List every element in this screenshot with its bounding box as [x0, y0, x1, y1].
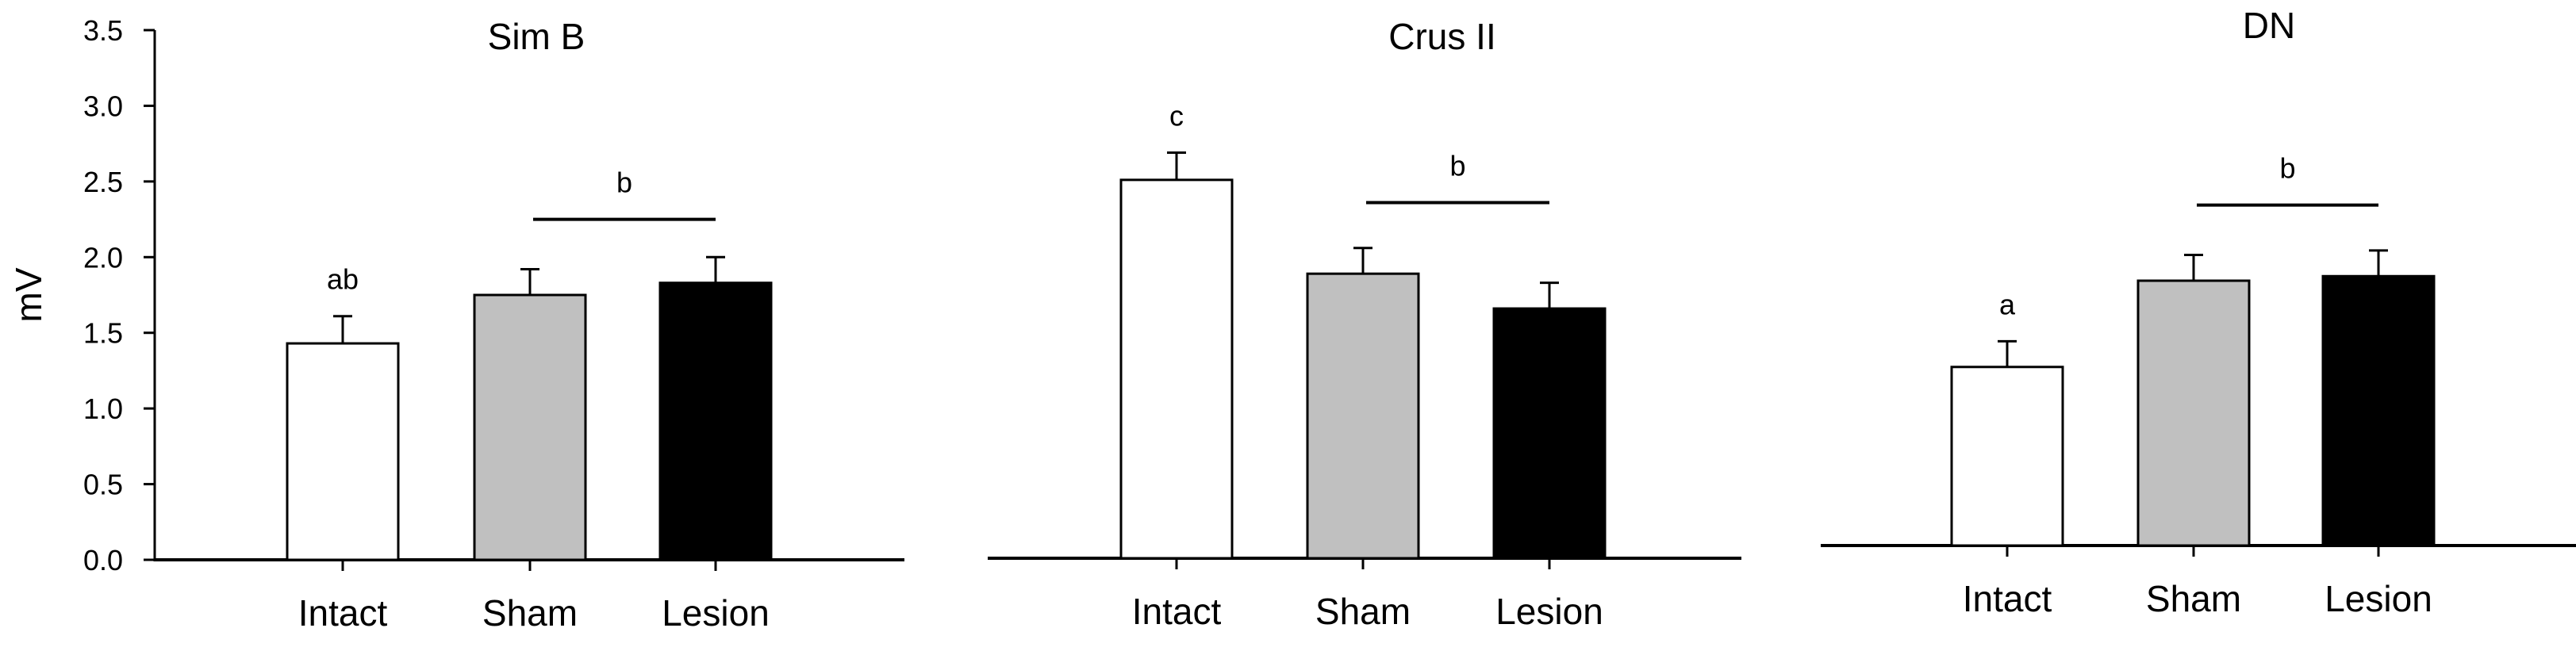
y-tick-label: 2.5: [83, 166, 123, 198]
y-tick-label: 0.0: [83, 544, 123, 576]
x-tick-label-intact: Intact: [298, 592, 388, 634]
y-tick-label: 2.0: [83, 241, 123, 274]
significance-bracket-label: b: [616, 167, 632, 199]
significance-label: a: [1999, 288, 2016, 320]
chart-title: Sim B: [488, 16, 585, 57]
chart-panel-2: Crus II Intact c Sham Lesion b: [988, 16, 1741, 632]
significance-bracket-label: b: [2279, 152, 2295, 185]
bar-intact: [1119, 178, 1234, 560]
bar-sham: [473, 293, 587, 561]
bar-lesion: [2321, 274, 2436, 547]
chart-title: Crus II: [1388, 16, 1495, 57]
bar-sham: [2136, 279, 2251, 547]
bar-lesion: [1492, 307, 1607, 560]
chart-title: DN: [2243, 5, 2295, 46]
significance-label: c: [1169, 100, 1184, 132]
chart-panel-3: DN Intact a Sham Lesion b: [1821, 5, 2576, 619]
x-tick-label-sham: Sham: [2146, 578, 2241, 619]
y-tick-label: 3.0: [83, 90, 123, 122]
significance-label: ab: [327, 263, 359, 296]
y-tick-label: 3.5: [83, 14, 123, 47]
chart-panel-1: Sim B 0.0 0.5 1.0 1.5 2.0 2.5 3.0 3.5 mV Intact ab S…: [8, 14, 904, 634]
significance-bracket-label: b: [1449, 149, 1465, 182]
bar-intact: [1950, 366, 2064, 547]
y-tick-label: 0.5: [83, 469, 123, 501]
bar-lesion: [658, 281, 773, 561]
x-tick-label-intact: Intact: [1963, 578, 2052, 619]
bar-sham: [1306, 272, 1420, 560]
y-tick-label: 1.5: [83, 317, 123, 350]
x-tick-label-lesion: Lesion: [1495, 591, 1603, 632]
y-tick-label: 1.0: [83, 393, 123, 425]
x-tick-label-sham: Sham: [482, 592, 578, 634]
bar-intact: [286, 342, 400, 561]
y-axis-label: mV: [8, 267, 49, 322]
panels: Sim B0.00.51.01.52.02.53.03.5mVIntactabS…: [8, 5, 2576, 634]
x-tick-label-lesion: Lesion: [662, 592, 770, 634]
x-tick-label-intact: Intact: [1132, 591, 1222, 632]
x-tick-label-lesion: Lesion: [2325, 578, 2432, 619]
x-tick-label-sham: Sham: [1315, 591, 1411, 632]
